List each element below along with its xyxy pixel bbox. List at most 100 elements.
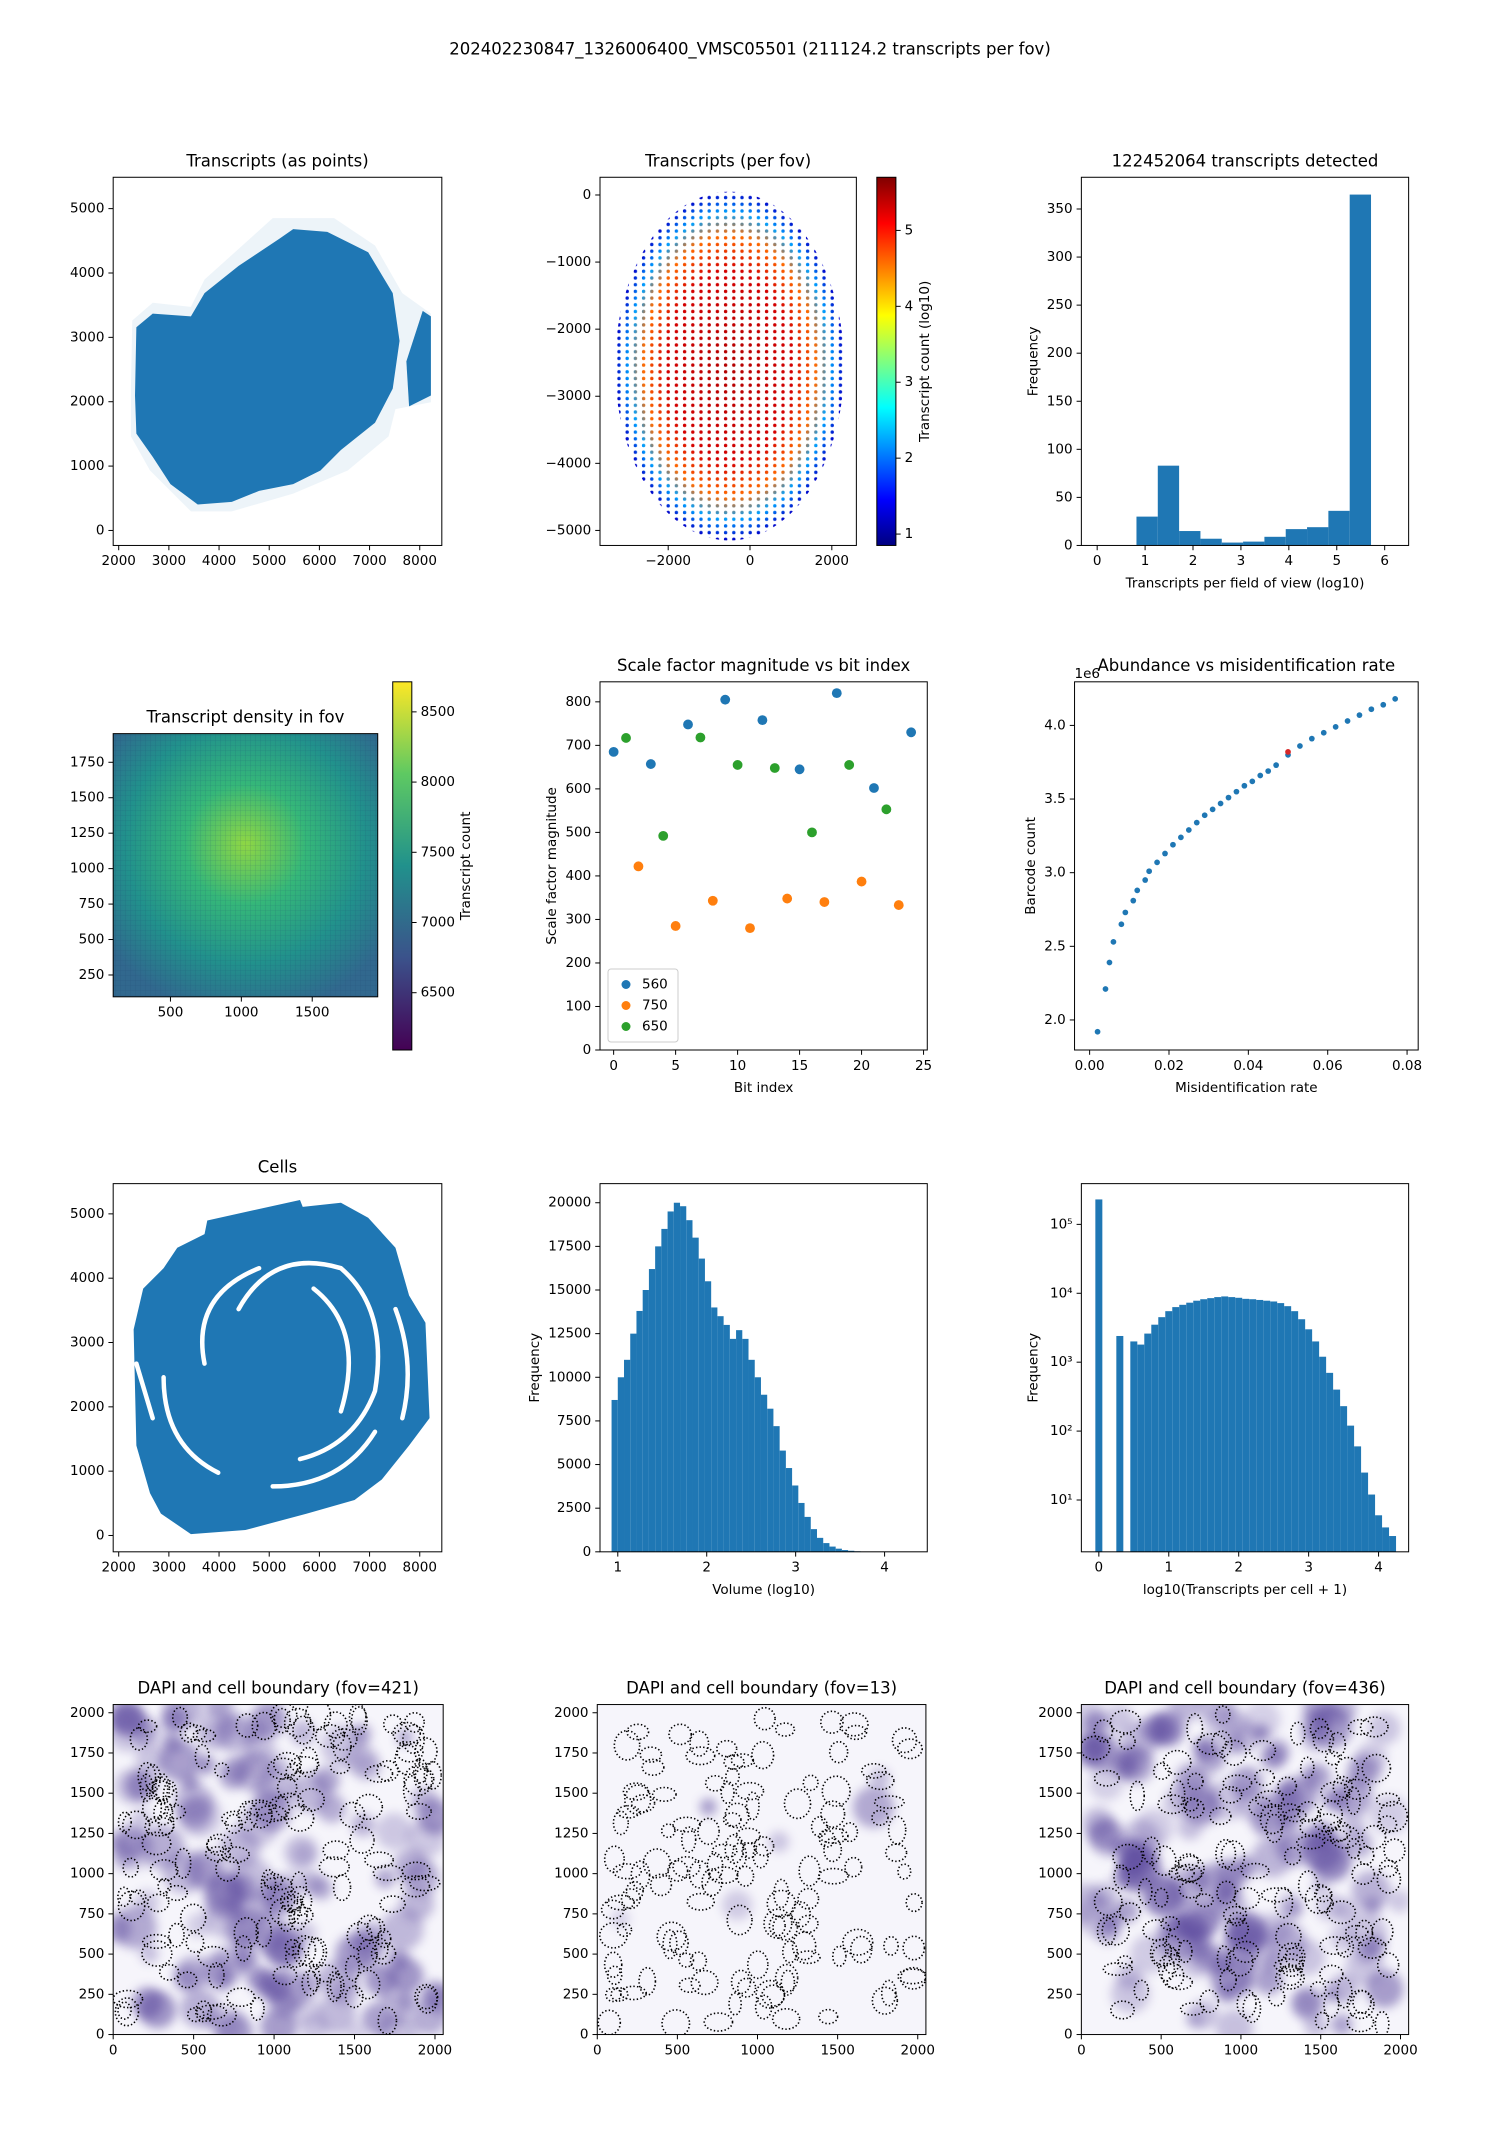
nucleus-stain [1083,1808,1114,1839]
bar [1270,1301,1277,1551]
x-tick-label: 1500 [1304,2042,1338,2058]
x-tick-label: 0 [109,2042,118,2058]
bar [1389,1536,1396,1552]
axes-title: Transcripts (per fov) [644,151,811,170]
point [1242,783,1248,789]
x-tick-label: 1500 [295,1005,329,1021]
bar [829,1547,835,1552]
y-tick-label: 12500 [548,1326,591,1342]
nucleus-stain [234,1947,259,1972]
bar [1328,511,1349,546]
nucleus-stain [1321,1791,1338,1808]
y-tick-label: 0 [583,187,592,203]
x-tick-label: 5000 [252,1560,286,1576]
nucleus-stain [1244,1701,1281,1738]
nucleus-stain [1216,2009,1254,2047]
colorbar-tick-label: 5 [905,222,914,238]
y-offset-label: 1e6 [1075,666,1100,682]
point [733,760,743,770]
point [1309,736,1315,742]
nucleus-stain [350,1930,385,1965]
x-tick-label: 6000 [302,553,336,569]
x-tick-label: 25 [915,1058,932,1074]
nucleus-stain [196,1755,215,1774]
bar [1235,1298,1242,1552]
bar [773,1426,779,1552]
point [757,715,767,725]
x-tick-label: 0 [1077,2042,1086,2058]
bar [1326,1373,1333,1552]
y-tick-label: 4000 [70,1270,104,1286]
bar [1165,1311,1172,1552]
point [1194,820,1200,826]
bar [1179,1305,1186,1552]
x-tick-label: 3 [1304,1560,1313,1576]
nucleus-stain [1261,1746,1285,1770]
y-tick-label: 750 [79,1906,105,1922]
nucleus-stain [176,1956,211,1991]
y-tick-label: 0 [583,1544,592,1560]
bar [649,1269,655,1552]
y-tick-label: 1750 [70,1745,104,1761]
y-tick-label: 10¹ [1050,1492,1073,1508]
nucleus-stain [353,1753,380,1780]
x-tick-label: 0 [1093,553,1102,569]
y-tick-label: 15000 [548,1282,591,1298]
legend-marker [622,980,631,989]
nucleus-stain [1278,1892,1302,1916]
x-tick-label: 2 [1234,1560,1243,1576]
bar [636,1311,642,1552]
x-tick-label: 4 [880,1560,889,1576]
nucleus-stain [1260,1951,1281,1972]
point [1103,986,1109,992]
point [1297,743,1303,749]
point [683,720,693,730]
bar [1200,539,1221,546]
y-tick-label: −5000 [546,522,592,538]
y-tick-label: 150 [1047,393,1073,409]
axes-title: Abundance vs misidentification rate [1098,656,1396,675]
y-tick-label: −4000 [546,455,592,471]
bar [786,1468,792,1552]
x-tick-label: 0.00 [1075,1058,1105,1074]
nucleus-stain [1370,1795,1410,1835]
bar [692,1238,698,1552]
x-tick-label: 1000 [224,1005,258,1021]
bar [655,1246,661,1551]
y-tick-label: 500 [565,824,591,840]
y-tick-label: 10³ [1050,1354,1073,1370]
point [621,733,631,743]
y-tick-label: 3000 [70,329,104,345]
nucleus-stain [1332,1697,1357,1722]
y-tick-label: 1250 [70,1825,104,1841]
y-tick-label: 750 [563,1906,589,1922]
y-tick-label: 1250 [1038,1825,1072,1841]
bar [1249,1299,1256,1552]
x-tick-label: 15 [791,1058,808,1074]
nucleus-stain [1084,1734,1121,1771]
nucleus-stain [1139,1715,1169,1745]
x-tick-label: 2000 [102,1560,136,1576]
colorbar-tick-label: 3 [905,374,914,390]
bar [1291,1311,1298,1552]
bar [1137,1345,1144,1552]
x-tick-label: 2000 [815,553,849,569]
bar [1298,1319,1305,1552]
point [609,747,619,757]
bar [1193,1301,1200,1552]
point [1170,842,1176,848]
figure-title: 202402230847_1326006400_VMSC05501 (21112… [449,40,1051,60]
point [1392,696,1398,702]
point [1130,898,1136,904]
bar [1243,542,1264,546]
colorbar [393,682,412,1050]
y-tick-label: 5000 [557,1457,591,1473]
